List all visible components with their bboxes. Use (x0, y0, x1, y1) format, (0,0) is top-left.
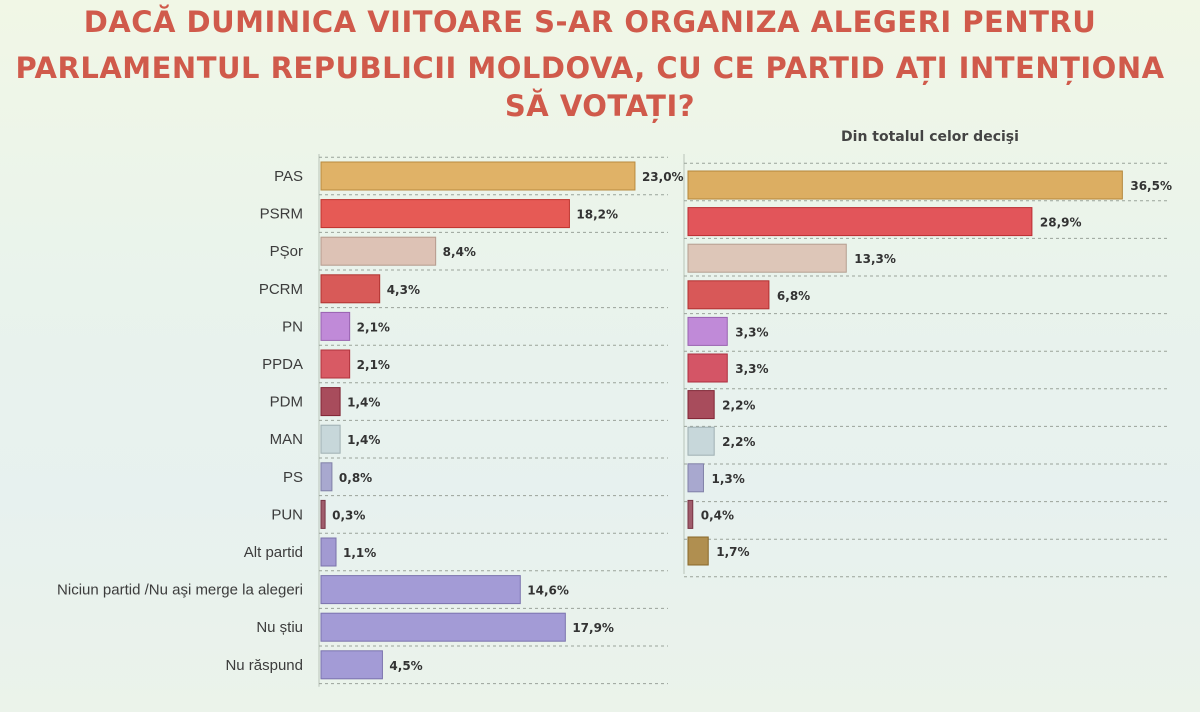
right-value-label: 1,7% (716, 545, 749, 559)
right-bar-chart: 36,5% 28,9% 13,3% 6,8% 3,3% 3,3% 2,2% 2,2% 1,3% 0… (683, 154, 1172, 578)
right-value-label: 28,9% (1040, 216, 1082, 230)
left-bar (320, 499, 326, 529)
right-bar (687, 536, 709, 566)
left-bar-chart: PAS 23,0% PSRM 18,2% PȘor 8,4% PCRM 4,3% PN 2,1% P… (57, 154, 684, 687)
left-value-label: 17,9% (572, 621, 614, 635)
left-bar (320, 199, 570, 229)
left-category-label: Alt partid (244, 544, 303, 561)
left-category-label: Nu răspund (225, 657, 303, 674)
left-value-label: 1,4% (347, 396, 380, 410)
right-bar (687, 353, 728, 383)
right-value-label: 2,2% (722, 435, 755, 449)
left-bar (320, 650, 383, 680)
left-category-label: PȘor (270, 243, 303, 260)
left-value-label: 1,4% (347, 433, 380, 447)
right-chart-subtitle: Din totalul celor decişi (841, 129, 1019, 145)
right-value-label: 3,3% (735, 362, 768, 376)
left-category-label: Nu știu (256, 619, 303, 636)
right-value-label: 1,3% (711, 472, 744, 486)
left-value-label: 2,1% (357, 320, 390, 334)
left-value-label: 18,2% (576, 208, 618, 222)
chart-title-line-1: DACĂ DUMINICA VIITOARE S-AR ORGANIZA ALE… (84, 5, 1097, 39)
left-bar (320, 161, 636, 191)
left-bar (320, 236, 437, 266)
right-value-label: 0,4% (701, 508, 734, 522)
left-value-label: 4,5% (389, 659, 422, 673)
right-bar (687, 280, 770, 310)
left-value-label: 1,1% (343, 546, 376, 560)
left-category-label: Niciun partid /Nu aşi merge la alegeri (57, 582, 303, 599)
left-value-label: 2,1% (357, 358, 390, 372)
left-bar (320, 349, 351, 379)
chart-title-line-3: SĂ VOTAȚI? (505, 89, 695, 123)
left-category-label: PAS (274, 168, 303, 185)
right-bar (687, 463, 704, 493)
left-value-label: 8,4% (443, 245, 476, 259)
right-value-label: 36,5% (1130, 179, 1172, 193)
right-bar (687, 390, 715, 420)
right-value-label: 2,2% (722, 399, 755, 413)
left-bar (320, 424, 341, 454)
right-bar (687, 170, 1123, 200)
left-value-label: 0,3% (332, 508, 365, 522)
left-bar (320, 612, 566, 642)
right-bar (687, 316, 728, 346)
left-bar (320, 462, 333, 492)
left-value-label: 0,8% (339, 471, 372, 485)
right-value-label: 13,3% (854, 252, 896, 266)
left-bar (320, 575, 521, 605)
left-category-label: MAN (270, 431, 303, 448)
left-category-label: PS (283, 469, 303, 486)
left-category-label: PSRM (260, 206, 303, 223)
right-bar (687, 499, 694, 529)
left-category-label: PCRM (259, 281, 303, 298)
right-value-label: 3,3% (735, 325, 768, 339)
right-bar (687, 426, 715, 456)
left-category-label: PDM (270, 394, 303, 411)
left-value-label: 4,3% (387, 283, 420, 297)
left-value-label: 23,0% (642, 170, 684, 184)
left-bar (320, 537, 337, 567)
left-bar (320, 274, 381, 304)
left-category-label: PPDA (262, 356, 303, 373)
right-bar (687, 207, 1033, 237)
left-bar (320, 311, 351, 341)
left-category-label: PUN (271, 506, 303, 523)
left-category-label: PN (282, 318, 303, 335)
right-bar (687, 243, 847, 273)
left-value-label: 14,6% (527, 584, 569, 598)
chart-title-line-2: PARLAMENTUL REPUBLICII MOLDOVA, CU CE PA… (15, 51, 1164, 85)
right-value-label: 6,8% (777, 289, 810, 303)
left-bar (320, 387, 341, 417)
